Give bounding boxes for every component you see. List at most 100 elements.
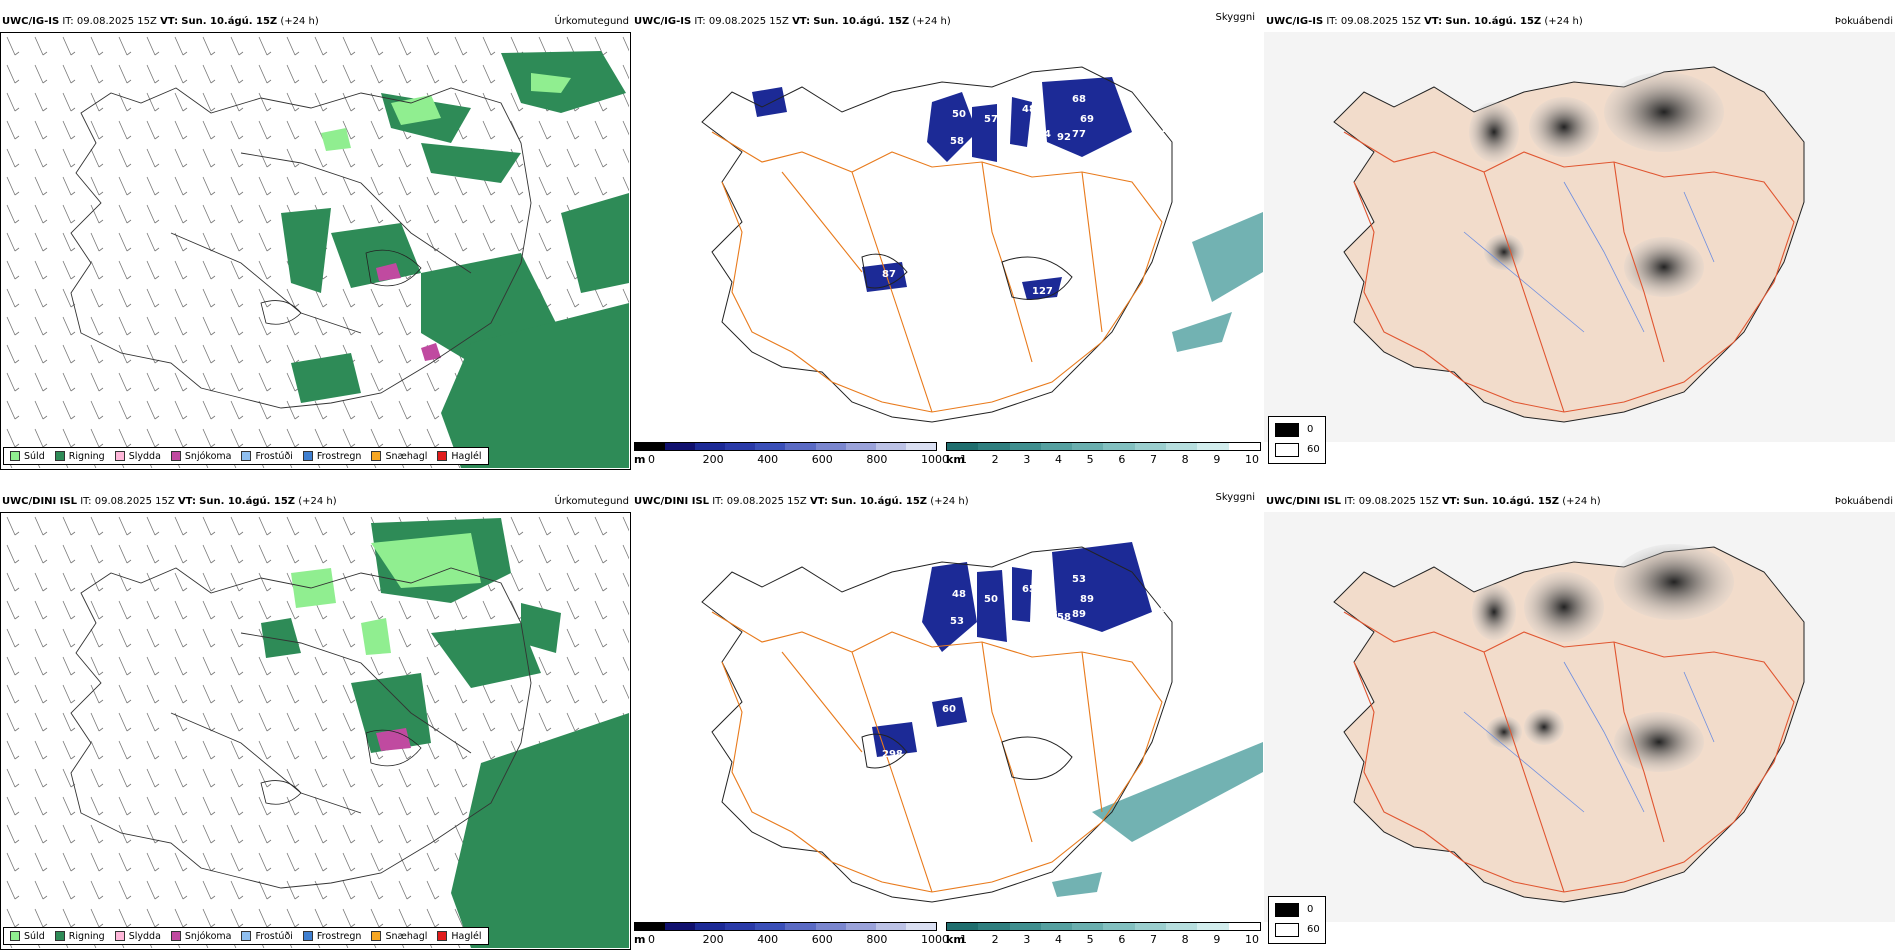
legend-item: Slydda: [114, 930, 161, 942]
legend-swatch: [437, 451, 448, 461]
legend-item: Frostúði: [241, 451, 293, 462]
cloud-base-areas: [752, 77, 1132, 300]
colorbar-tick-label: 9: [1213, 933, 1221, 946]
legend-item: Snæhagl: [371, 451, 427, 462]
visibility-colorbar: [946, 442, 1261, 451]
cloud-base-value: 58: [1057, 612, 1071, 623]
legend-swatch: [371, 451, 382, 461]
colorbar-step: [1103, 443, 1135, 450]
cloud-base-value: 68: [1072, 94, 1086, 105]
model-name: UWC/DINI ISL: [1266, 496, 1342, 507]
precip-map[interactable]: Súld Rigning Slydda Snjókoma Frostúði Frostre…: [0, 512, 631, 950]
lake-outlines: [861, 733, 1073, 780]
cloud-base-map[interactable]: 48 50 53 65 53 89 193 58 89 69 53 298 60 m 0 200 400 60…: [632, 512, 1263, 950]
fog-shading: [1469, 72, 1724, 297]
cloud-base-value: 92: [1057, 132, 1071, 143]
model-name: UWC/IG-IS: [634, 16, 692, 27]
colorbar-step: [725, 443, 756, 450]
legend-swatch: [114, 931, 125, 941]
cloud-base-value: 65: [1022, 584, 1036, 595]
lead-time: (+24 h): [1562, 496, 1601, 507]
colorbar-step: [905, 443, 936, 450]
legend-swatch: [114, 451, 125, 461]
colorbar-step: [785, 443, 816, 450]
cloud-base-value: 53: [1072, 574, 1086, 585]
colorbar-step: [1166, 923, 1198, 930]
cloud-base-value: 50: [984, 594, 998, 605]
legend-label: Haglél: [451, 450, 482, 462]
cloud-base-values: 50 57 58 48 68 69 74 92 77 18 39 87 70 127: [882, 94, 1174, 297]
cloud-base-value: 69: [1160, 604, 1174, 615]
init-time: 09.08.2025 15Z: [94, 496, 175, 507]
colorbar-tick-label: 0: [648, 453, 655, 466]
colorbar-step: [695, 923, 726, 930]
drizzle-areas: [321, 73, 571, 151]
precip-map[interactable]: Súld Rigning Slydda Snjókoma Frostúði Frostre…: [0, 32, 631, 470]
cloud-base-map[interactable]: 50 57 58 48 68 69 74 92 77 18 39 87 70 127 m 0 200 400 6…: [632, 32, 1263, 470]
fog-index-panel: UWC/DINI ISL IT: 09.08.2025 15Z VT: Sun.…: [1264, 490, 1895, 950]
colorbar-step: [1072, 923, 1104, 930]
colorbar-step: [1197, 923, 1229, 930]
cloud-base-value: 48: [1022, 104, 1036, 115]
colorbar-tick-label: 1: [960, 933, 967, 946]
cloud-base-value: 74: [1037, 129, 1051, 140]
legend-item: Haglél: [437, 931, 482, 942]
legend-label: Rigning: [68, 930, 105, 942]
colorbar-tick-label: 7: [1150, 933, 1157, 946]
panel-title: Úrkomutegund: [554, 16, 629, 27]
iceland-outline: [701, 66, 1173, 423]
lead-time: (+24 h): [298, 496, 337, 507]
colorbar-tick-label: 8: [1181, 453, 1189, 466]
colorbar-step: [725, 923, 756, 930]
legend-item: Rigning: [54, 930, 105, 942]
valid-time: Sun. 10.ágú. 15Z: [831, 496, 928, 507]
colorbar-step: [1009, 923, 1041, 930]
colorbar-step: [1166, 443, 1198, 450]
forecast-row-2: UWC/DINI ISL IT: 09.08.2025 15Z VT: Sun.…: [0, 490, 1900, 950]
legend-label: Rigning: [68, 450, 105, 462]
colorbar-tick-label: 6: [1118, 453, 1126, 466]
colorbar-tick-label: 6: [1118, 933, 1126, 946]
cloud-base-value: 53: [950, 616, 964, 627]
lead-time: (+24 h): [1544, 16, 1583, 27]
colorbar-tick-label: 0: [648, 933, 655, 946]
panel-title: Skyggni: [1215, 492, 1255, 503]
colorbar-step: [695, 443, 726, 450]
panel-title: Skyggni: [1215, 12, 1255, 23]
colorbar-step: [978, 923, 1010, 930]
fog-map[interactable]: 0 60: [1264, 512, 1895, 950]
legend-item: Súld: [10, 451, 45, 462]
snow-areas: [376, 263, 441, 361]
cloud-base-value: 57: [984, 114, 998, 125]
cloud-base-value: 87: [882, 269, 896, 280]
colorbar-step: [845, 443, 876, 450]
legend-label: Súld: [24, 450, 45, 462]
colorbar-tick-label: 800: [866, 453, 888, 466]
colorbar-tick-label: 800: [866, 933, 888, 946]
init-time: 09.08.2025 15Z: [726, 496, 807, 507]
cloud-base-panel: UWC/DINI ISL IT: 09.08.2025 15Z VT: Sun.…: [632, 490, 1263, 950]
init-time: 09.08.2025 15Z: [1358, 496, 1439, 507]
cloud-base-value: 58: [950, 136, 964, 147]
legend-label: Snjókoma: [184, 930, 232, 942]
panel-title: Úrkomutegund: [554, 496, 629, 507]
road-network: [711, 611, 1163, 893]
colorbar-tick-label: 10: [1245, 933, 1259, 946]
legend-swatch: [10, 451, 20, 461]
lake-outlines: [260, 249, 422, 325]
legend-label: Frostregn: [316, 930, 362, 942]
model-name: UWC/IG-IS: [2, 16, 60, 27]
precip-type-panel: UWC/DINI ISL IT: 09.08.2025 15Z VT: Sun.…: [0, 490, 631, 950]
fog-map[interactable]: 0 60: [1264, 32, 1895, 470]
legend-item: Slydda: [114, 450, 161, 462]
legend-swatch: [302, 451, 313, 461]
colorbar-step: [635, 443, 666, 450]
colorbar-tick-label: 7: [1150, 453, 1157, 466]
legend-label: Slydda: [128, 930, 161, 942]
legend-swatch: [371, 931, 382, 941]
legend-label: Slydda: [128, 450, 161, 462]
legend-swatch: [241, 451, 252, 461]
colorbar-step: [755, 923, 786, 930]
cloud-base-value: 39: [957, 174, 971, 185]
